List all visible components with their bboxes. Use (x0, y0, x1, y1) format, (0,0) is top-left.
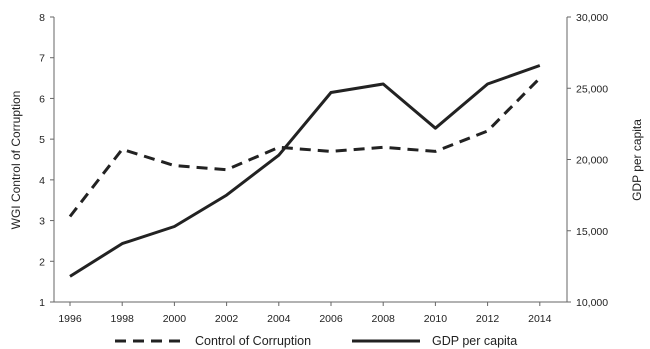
left-tick-label: 4 (39, 175, 45, 187)
x-tick-label: 2004 (267, 313, 291, 325)
legend: Control of Corruption GDP per capita (115, 334, 517, 348)
x-tick-label: 2010 (424, 313, 448, 325)
left-axis-ticks: 1 2 3 4 5 6 7 8 (39, 12, 54, 309)
series-line-gdp-per-capita (69, 64, 541, 278)
right-tick-label: 20,000 (576, 155, 608, 167)
left-tick-label: 2 (39, 256, 45, 268)
x-tick-label: 2000 (163, 313, 187, 325)
left-tick-label: 7 (39, 53, 45, 65)
right-tick-label: 15,000 (576, 226, 608, 238)
right-axis-title: GDP per capita (630, 119, 644, 201)
axes (53, 17, 568, 303)
x-tick-label: 2014 (528, 313, 552, 325)
legend-label-gdp-per-capita: GDP per capita (432, 334, 517, 348)
x-tick-label: 2002 (215, 313, 239, 325)
x-tick-label: 2006 (319, 313, 343, 325)
x-tick-label: 1998 (111, 313, 135, 325)
legend-label-control-of-corruption: Control of Corruption (195, 334, 311, 348)
right-tick-label: 30,000 (576, 12, 608, 24)
left-tick-label: 6 (39, 93, 45, 105)
x-axis-ticks: 1996 1998 2000 2002 2004 2006 2008 2010 2012 2014 (58, 302, 552, 325)
series-lines (68, 64, 541, 278)
left-tick-label: 3 (39, 216, 45, 228)
left-tick-label: 1 (39, 297, 45, 309)
right-tick-label: 10,000 (576, 297, 608, 309)
left-tick-label: 8 (39, 12, 45, 24)
right-axis-ticks: 10,000 15,000 20,000 25,000 30,000 (567, 12, 608, 309)
x-tick-label: 1996 (58, 313, 82, 325)
series-line-control-of-corruption (68, 77, 541, 218)
left-tick-label: 5 (39, 134, 45, 146)
x-tick-label: 2012 (476, 313, 500, 325)
left-axis-title: WGI Control of Corruption (9, 91, 23, 230)
right-tick-label: 25,000 (576, 83, 608, 95)
x-tick-label: 2008 (372, 313, 396, 325)
